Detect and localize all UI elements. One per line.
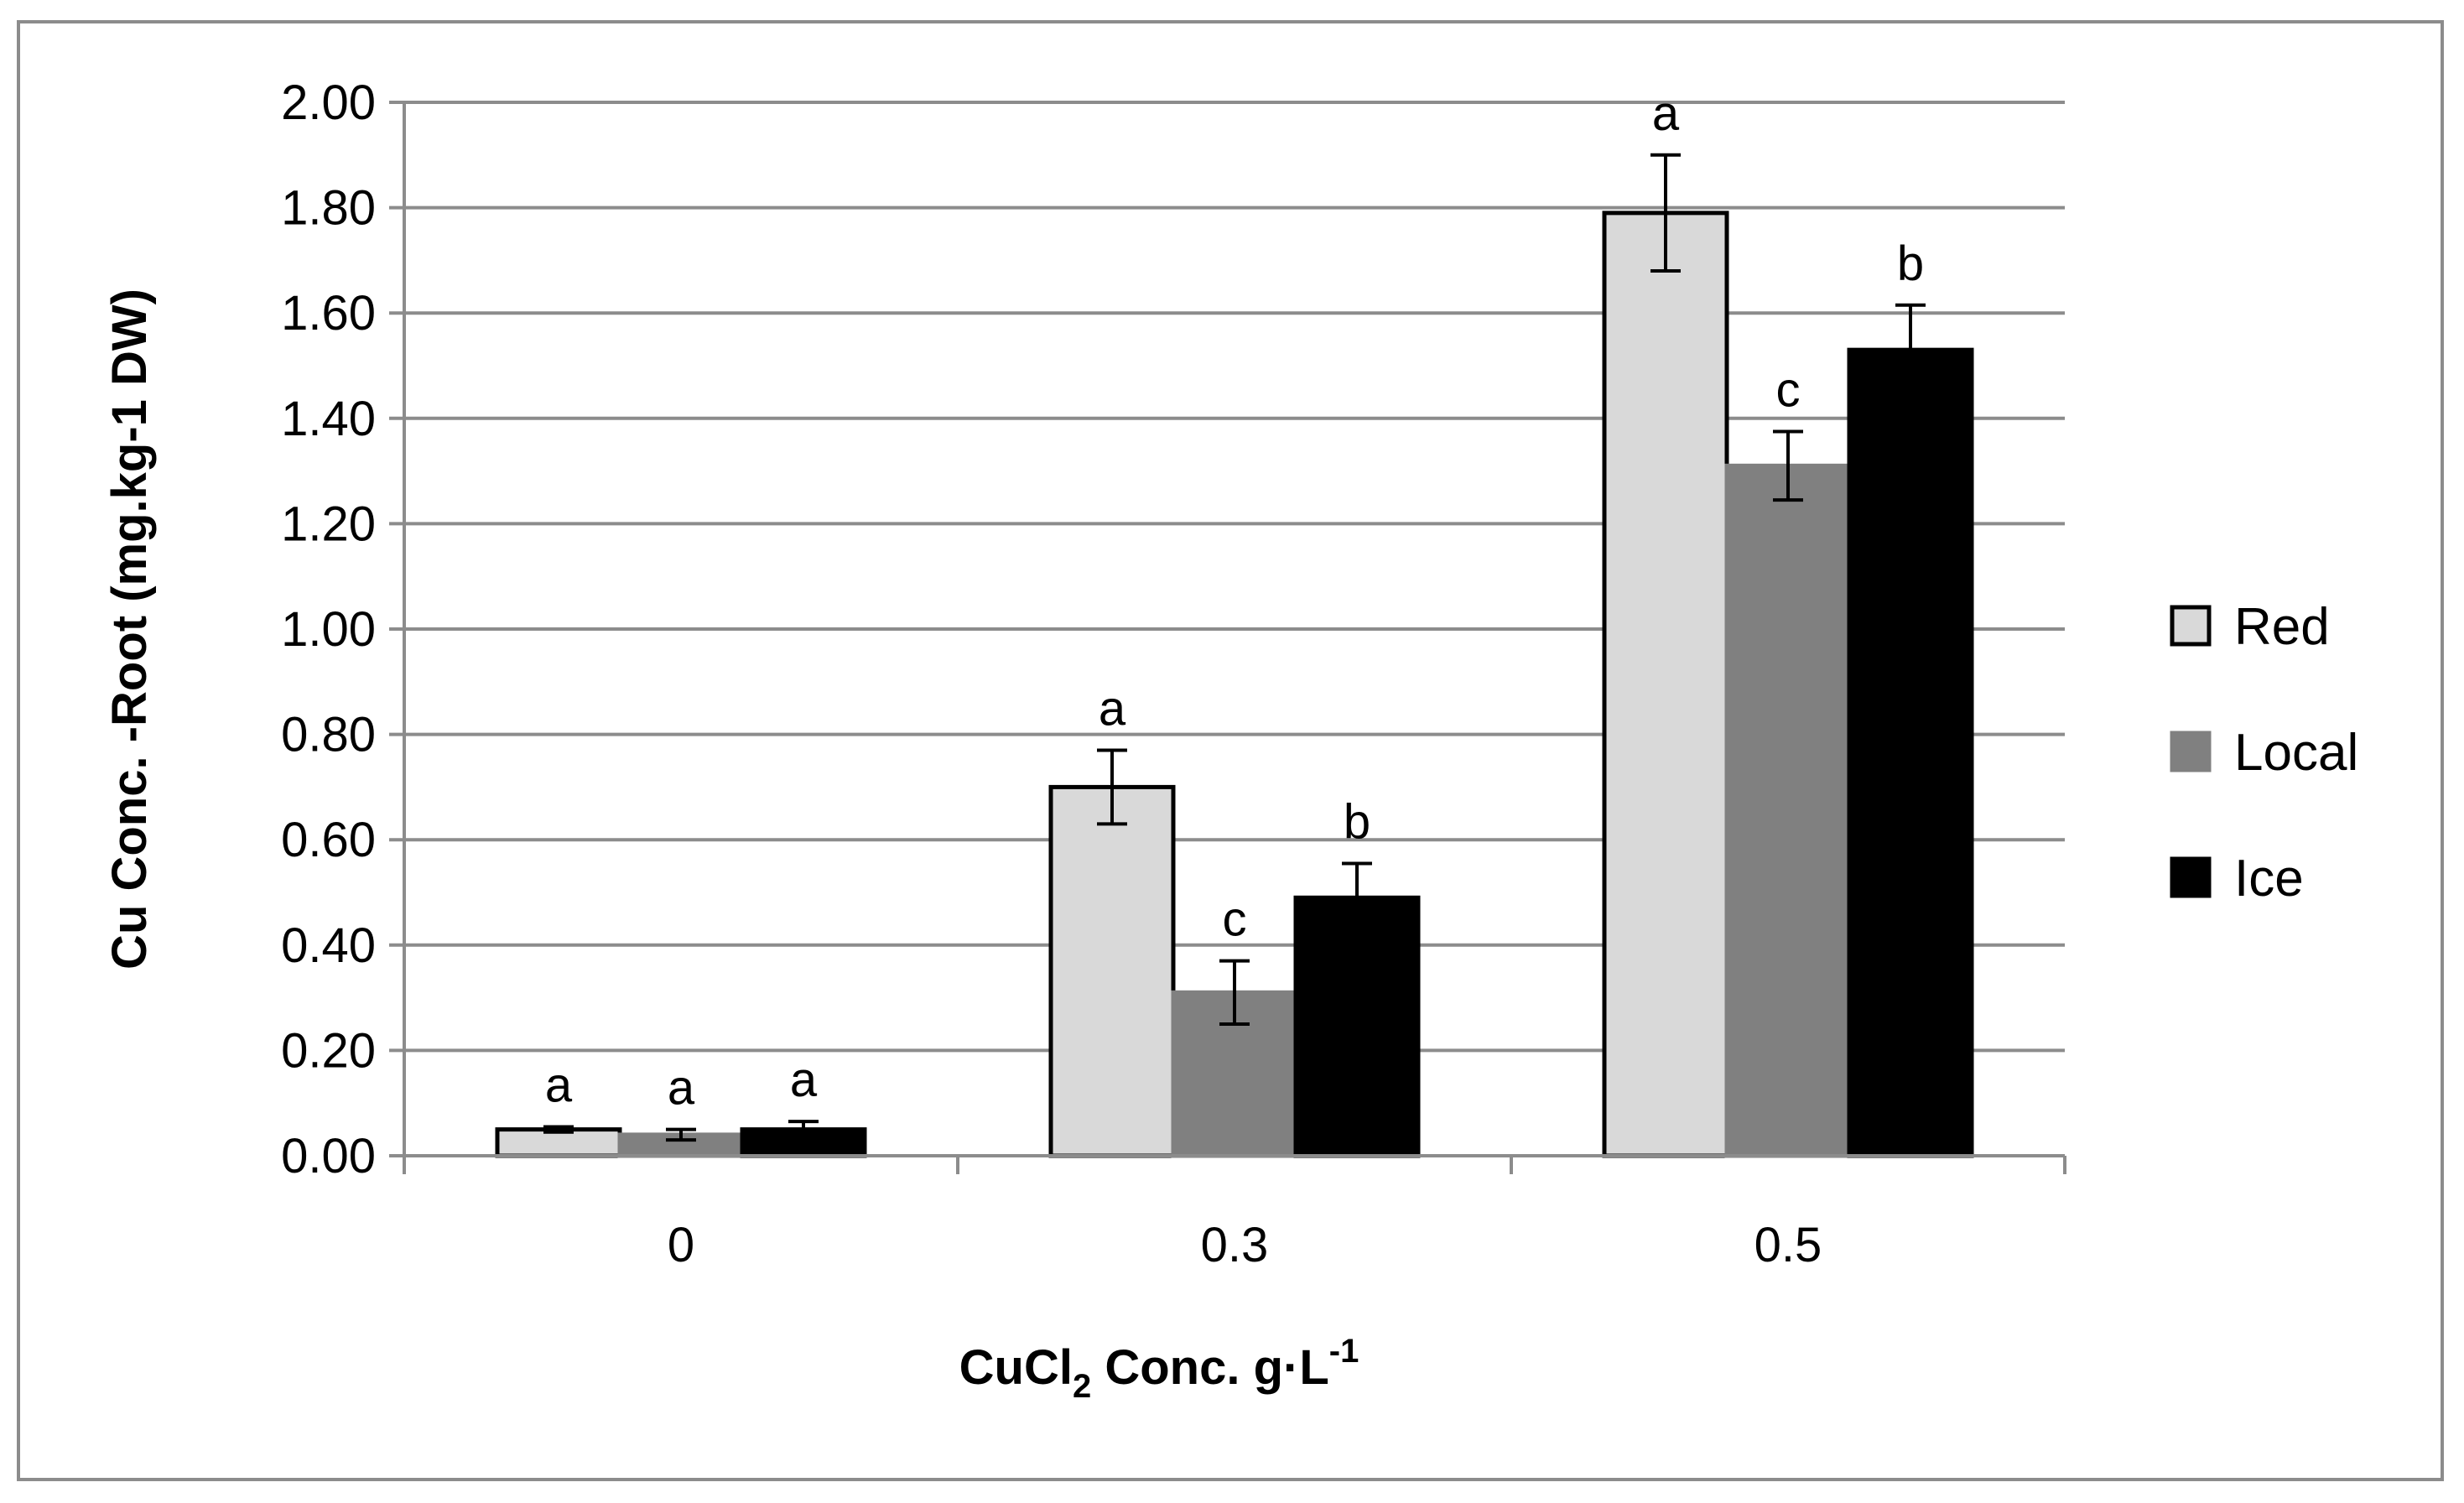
y-tick-label: 0.00 bbox=[281, 1129, 376, 1183]
legend-label-red: Red bbox=[2234, 598, 2330, 656]
y-tick-label: 1.20 bbox=[281, 497, 376, 551]
y-tick-label: 1.80 bbox=[281, 181, 376, 236]
chart-frame: 0.00 0.20 0.40 0.60 0.80 1.00 1.20 1.40 1.60 1.80… bbox=[17, 20, 2444, 1481]
y-tick-label: 0.20 bbox=[281, 1023, 376, 1078]
legend-swatch-ice bbox=[2170, 856, 2212, 898]
y-tick-label: 1.40 bbox=[281, 392, 376, 446]
bar-ice bbox=[1293, 895, 1421, 1158]
gridlines bbox=[404, 101, 2065, 1053]
significance-label: a bbox=[668, 1061, 695, 1116]
significance-label: b bbox=[1897, 237, 1924, 291]
bar-red bbox=[1048, 784, 1176, 1158]
y-tick-label: 0.40 bbox=[281, 918, 376, 973]
legend-label-ice: Ice bbox=[2234, 850, 2304, 908]
significance-label: a bbox=[1652, 86, 1680, 141]
x-tick-label: 0.3 bbox=[1201, 1218, 1269, 1272]
x-tick-label: 0.5 bbox=[1754, 1218, 1822, 1272]
y-tick-label: 2.00 bbox=[281, 75, 376, 130]
bar-chart: 0.00 0.20 0.40 0.60 0.80 1.00 1.20 1.40 1.60 1.80… bbox=[102, 75, 2358, 1405]
axes: 0.00 0.20 0.40 0.60 0.80 1.00 1.20 1.40 1.60 1.80… bbox=[281, 75, 2066, 1272]
legend-swatch-local bbox=[2170, 731, 2212, 772]
significance-label: a bbox=[545, 1058, 573, 1112]
significance-label: c bbox=[1776, 363, 1801, 418]
y-tick-label: 0.80 bbox=[281, 708, 376, 762]
bar-ice bbox=[1847, 347, 1974, 1158]
significance-label: c bbox=[1223, 892, 1247, 947]
legend-swatch-red bbox=[2170, 605, 2212, 647]
bar-red bbox=[1602, 211, 1729, 1158]
legend-label-local: Local bbox=[2234, 724, 2358, 782]
bar-local bbox=[1724, 463, 1852, 1158]
bars bbox=[495, 153, 1974, 1158]
y-axis-title: Cu Conc. -Root (mg.kg-1 DW) bbox=[102, 289, 157, 970]
y-tick-label: 0.60 bbox=[281, 813, 376, 867]
legend: Red Local Ice bbox=[2170, 598, 2358, 908]
y-tick-label: 1.00 bbox=[281, 602, 376, 657]
significance-label: b bbox=[1344, 794, 1370, 849]
x-axis-title: CuCl2 Conc. g·L-1 bbox=[959, 1333, 1359, 1405]
significance-label: a bbox=[1099, 681, 1126, 736]
labels: a a a a c c a b b Cu Conc. -Root (mg.kg-1 DW) CuCl… bbox=[102, 86, 1924, 1405]
x-tick-label: 0 bbox=[668, 1218, 694, 1272]
significance-label: a bbox=[790, 1053, 818, 1107]
y-tick-label: 1.60 bbox=[281, 286, 376, 341]
